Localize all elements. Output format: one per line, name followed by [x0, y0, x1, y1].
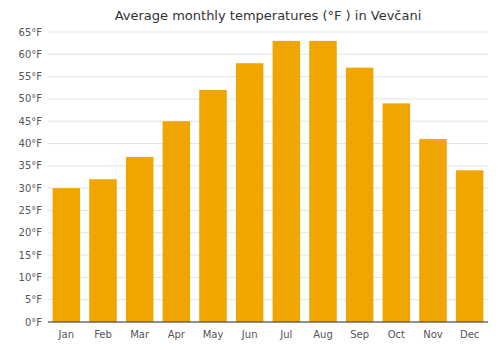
x-tick-label: Nov — [423, 329, 443, 340]
bar — [236, 63, 264, 322]
bar — [53, 188, 80, 322]
grid-line — [48, 32, 488, 33]
x-tick-label: Aug — [313, 329, 333, 340]
y-tick-label: 0°F — [25, 317, 42, 328]
y-tick-label: 40°F — [19, 138, 43, 149]
x-tick-label: Sep — [350, 329, 369, 340]
chart: Average monthly temperatures (°F ) in Ve… — [0, 0, 500, 350]
y-tick-label: 35°F — [19, 160, 43, 171]
grid-line — [48, 121, 488, 122]
y-tick-label: 5°F — [25, 294, 42, 305]
y-tick-label: 65°F — [19, 27, 43, 38]
bar — [199, 90, 227, 322]
y-tick-label: 15°F — [19, 250, 43, 261]
bar — [419, 139, 447, 322]
x-tick-label: Jan — [58, 329, 74, 340]
y-tick-label: 60°F — [19, 49, 43, 60]
y-tick-label: 55°F — [19, 71, 43, 82]
grid — [48, 32, 488, 322]
grid-line — [48, 98, 488, 99]
x-tick-label: Mar — [130, 329, 150, 340]
x-tick-label: Jun — [241, 329, 258, 340]
x-tick-label: May — [203, 329, 224, 340]
y-tick-label: 10°F — [19, 272, 43, 283]
y-tick-label: 45°F — [19, 116, 43, 127]
grid-line — [48, 76, 488, 77]
x-tick-label: Oct — [388, 329, 405, 340]
x-tick-label: Apr — [168, 329, 186, 340]
bar — [383, 103, 411, 322]
bar — [273, 41, 301, 322]
bar — [126, 157, 153, 322]
bar — [456, 170, 484, 322]
grid-line — [48, 322, 488, 323]
y-tick-label: 30°F — [19, 183, 43, 194]
bar — [163, 121, 191, 322]
bars — [53, 41, 484, 322]
bar — [346, 68, 374, 322]
x-tick-label: Dec — [460, 329, 479, 340]
x-tick-label: Jul — [279, 329, 292, 340]
bar — [89, 179, 117, 322]
x-tick-label: Feb — [94, 329, 112, 340]
title: Average monthly temperatures (°F ) in Ve… — [115, 8, 422, 23]
bar — [309, 41, 337, 322]
y-axis: 0°F 5°F 10°F 15°F 20°F 25°F 30°F 35°F 40°F 45°F 50… — [19, 27, 43, 328]
x-axis: Jan Feb Mar Apr May Jun Jul Aug Sep Oct Nov Dec — [58, 329, 480, 340]
y-tick-label: 25°F — [19, 205, 43, 216]
y-tick-label: 50°F — [19, 93, 43, 104]
x-axis-line — [48, 322, 488, 323]
y-tick-label: 20°F — [19, 227, 43, 238]
grid-line — [48, 54, 488, 55]
